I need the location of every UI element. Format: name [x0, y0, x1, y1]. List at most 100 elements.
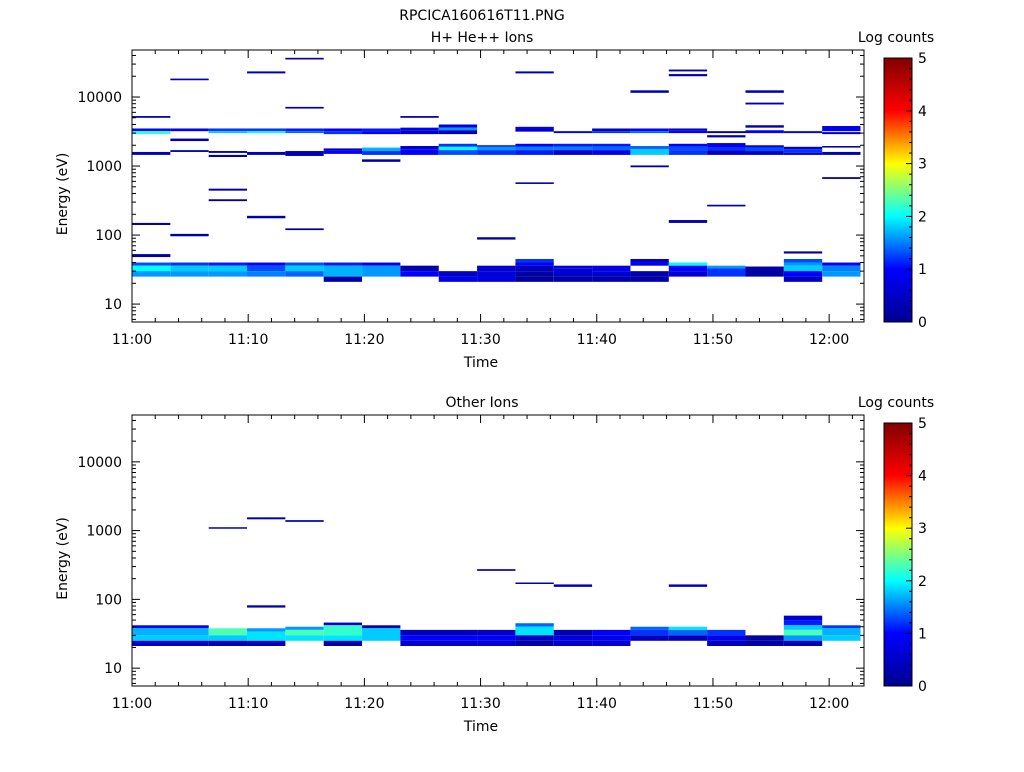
heatmap-cell: [208, 265, 248, 272]
heatmap-cell: [477, 271, 516, 282]
heatmap-cell: [783, 149, 823, 153]
panel-h-he-ions: 11:00 11:10 11:20 11:30 11:40 11:50 12:00 Time 1…: [55, 30, 934, 371]
colorbar-tick-label: 5: [918, 51, 927, 67]
heatmap-cell: [400, 149, 439, 155]
heatmap-cell: [592, 635, 631, 641]
heatmap-cell: [132, 151, 171, 155]
heatmap-cell: [745, 635, 784, 641]
heatmap-cell: [822, 151, 861, 155]
heatmap-cell: [515, 626, 554, 636]
heatmap-cell: [132, 265, 171, 272]
heatmap-cell: [247, 271, 286, 277]
figure-title: RPCICA160616T11.PNG: [399, 8, 564, 24]
heatmap-cell: [783, 620, 823, 626]
heatmap-cell: [477, 569, 516, 571]
heatmap-cell: [438, 150, 478, 155]
heatmap-cell: [515, 582, 554, 584]
heatmap-cell: [592, 265, 631, 272]
heatmap-cell: [668, 262, 708, 266]
heatmap-cell: [630, 146, 669, 150]
heatmap-cell: [132, 131, 171, 135]
heatmap-cell: [515, 262, 554, 266]
heatmap-cell: [170, 150, 209, 152]
heatmap-cell: [553, 629, 593, 636]
heatmap-cell: [247, 131, 286, 134]
heatmap-cell: [630, 262, 669, 266]
heatmap-cell: [323, 635, 363, 641]
heatmap-cell: [553, 584, 593, 587]
heatmap-cell: [783, 251, 823, 254]
heatmap-cell: [170, 265, 209, 272]
heatmap-cell: [362, 625, 401, 629]
x-axis: 11:00 11:10 11:20 11:30 11:40 11:50 12:00: [112, 415, 853, 712]
heatmap-cell: [707, 131, 746, 134]
panel-title: Other Ions: [445, 395, 518, 411]
heatmap-cell: [707, 144, 746, 148]
heatmap-cell: [132, 128, 171, 132]
heatmap-cell: [553, 143, 593, 147]
colorbar-tick-label: 3: [918, 521, 927, 537]
heatmap-cell: [247, 605, 286, 608]
heatmap-cell: [362, 265, 401, 277]
heatmap-cell: [822, 177, 861, 179]
heatmap-cell: [630, 626, 669, 630]
colorbar-tick-label: 4: [918, 104, 927, 120]
heatmap-cell: [438, 271, 478, 277]
heatmap-cell: [553, 131, 593, 134]
heatmap-cell: [745, 266, 784, 277]
colorbar-tick-label: 2: [918, 209, 927, 225]
colorbar-label: Log counts: [858, 30, 934, 46]
heatmap-cell: [208, 262, 248, 266]
heatmap-cell: [208, 154, 248, 158]
x-tick-label: 11:00: [112, 332, 152, 348]
heatmap-cell: [323, 625, 363, 636]
heatmap-cell: [400, 629, 478, 636]
heatmap-cell: [362, 128, 401, 132]
x-tick-label: 11:20: [344, 696, 384, 712]
x-axis-label: Time: [463, 355, 498, 371]
heatmap-cell: [668, 271, 708, 277]
heatmap-cell: [477, 150, 516, 155]
heatmap-cell: [707, 204, 746, 207]
heatmap-cell: [783, 152, 823, 155]
heatmap-cell: [362, 131, 401, 135]
heatmap-cell: [745, 147, 784, 152]
colorbar: 0 1 2 3 4 5 Log counts: [858, 30, 934, 331]
heatmap-cell: [132, 116, 171, 118]
heatmap-cell: [515, 623, 554, 627]
heatmap-cell: [132, 628, 209, 636]
heatmap-cell: [745, 640, 784, 646]
heatmap-cell: [285, 271, 324, 277]
heatmap-cell: [170, 262, 209, 266]
heatmap-cell: [553, 268, 593, 277]
heatmap-cell: [477, 145, 516, 147]
heatmap-cell: [132, 262, 171, 266]
colorbar-tick-label: 4: [918, 469, 927, 485]
heatmap-cell: [745, 130, 784, 134]
heatmap-cell: [477, 635, 516, 641]
heatmap-cell: [630, 90, 669, 93]
heatmap-cell: [170, 233, 209, 237]
heatmap-cell: [208, 128, 248, 132]
heatmap-cell: [668, 629, 708, 636]
colorbar-tick-label: 1: [918, 626, 927, 642]
heatmap-cell: [707, 143, 746, 145]
heatmap-cell: [745, 102, 784, 105]
heatmap-cell: [783, 271, 823, 277]
heatmap-cell: [783, 635, 823, 641]
heatmap-cell: [247, 128, 286, 132]
colorbar: 0 1 2 3 4 5 Log counts: [858, 395, 934, 695]
colorbar-tick-label: 0: [918, 679, 927, 695]
heatmap-cell: [783, 276, 823, 282]
heatmap-cell: [362, 151, 401, 155]
heatmap-cell: [668, 128, 708, 131]
heatmap-cell: [783, 629, 823, 636]
heatmap-cell: [477, 629, 516, 636]
heatmap-cell: [592, 128, 631, 132]
heatmap-cell: [515, 150, 554, 155]
heatmap-cell: [400, 116, 439, 118]
heatmap-cell: [515, 276, 554, 282]
colorbar-tick-label: 5: [918, 416, 927, 432]
heatmap-cell: [208, 628, 248, 636]
